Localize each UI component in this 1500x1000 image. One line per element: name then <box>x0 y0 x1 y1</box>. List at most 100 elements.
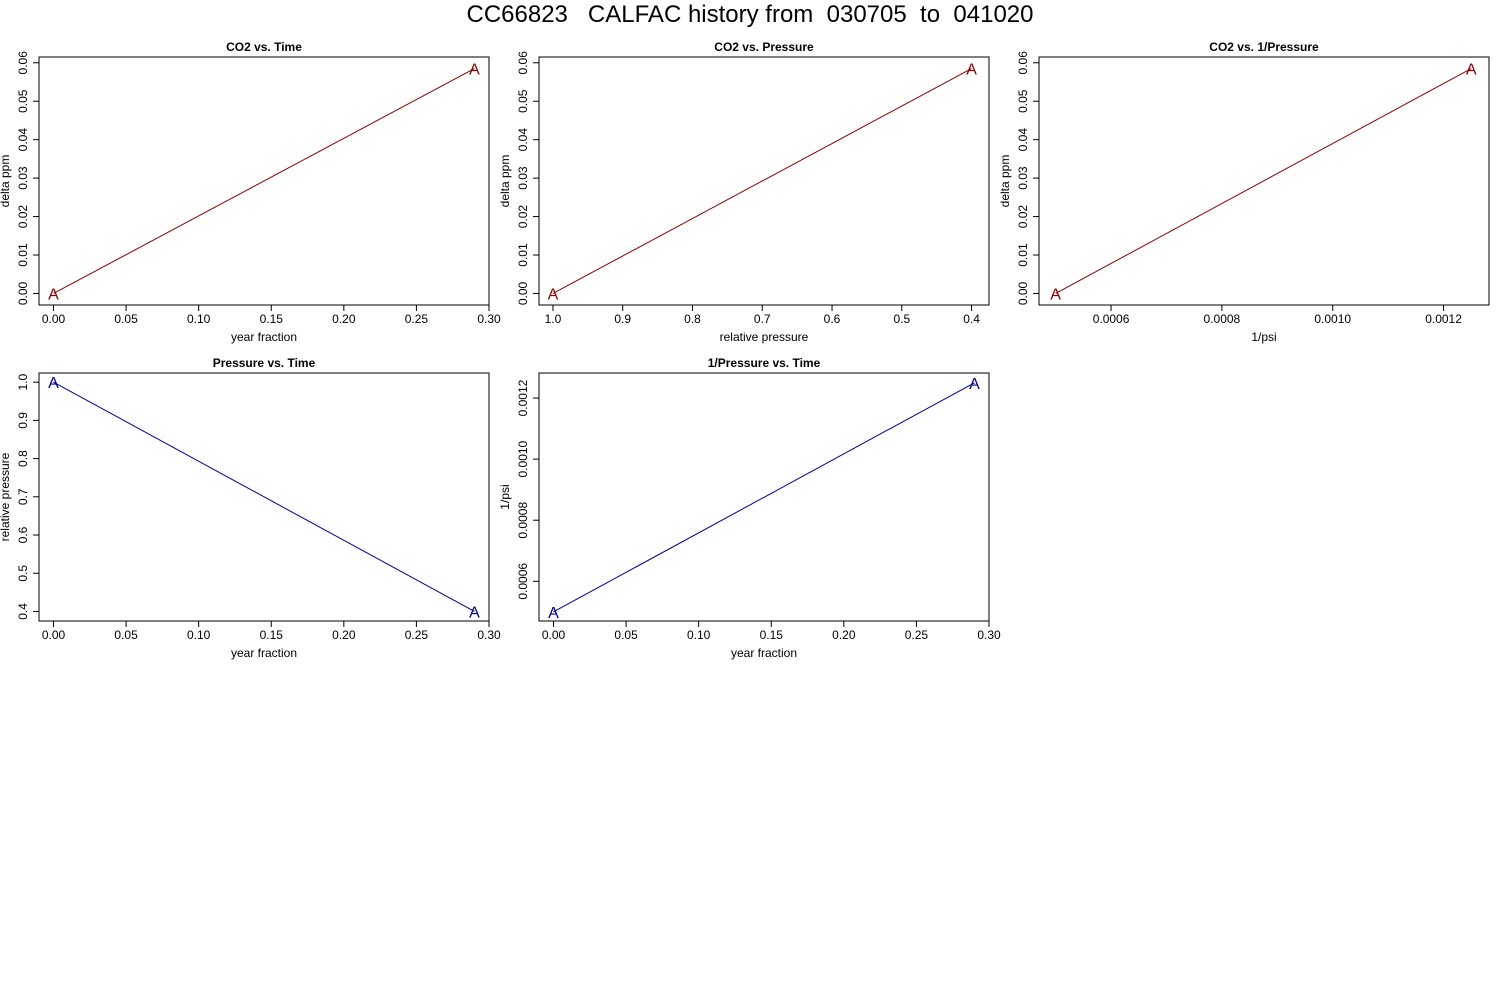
chart-panel-2: CO2 vs. Pressure 1.0 0.9 0.8 0.7 0.6 0.5 0.4 0.0… <box>498 40 990 344</box>
x-axis-label: relative pressure <box>720 330 809 344</box>
data-point-label: A <box>966 62 977 79</box>
x-tick-label: 0.00 <box>42 312 66 326</box>
y-axis-label: delta ppm <box>0 155 12 208</box>
y-tick-label: 1.0 <box>16 374 30 391</box>
x-tick-label: 0.05 <box>614 628 638 642</box>
plot-frame <box>538 372 990 622</box>
y-tick-label: 0.01 <box>1016 243 1030 267</box>
y-tick-label: 0.0010 <box>516 440 530 477</box>
y-axis-label: relative pressure <box>0 452 12 541</box>
x-tick-label: 0.05 <box>114 312 138 326</box>
y-tick-label: 0.02 <box>16 205 30 229</box>
series-line <box>53 381 475 612</box>
x-tick-label: 0.00 <box>42 628 66 642</box>
x-tick-label: 0.15 <box>260 312 284 326</box>
y-tick-label: 0.03 <box>516 166 530 190</box>
x-tick-label: 0.25 <box>405 628 429 642</box>
x-tick-label: 0.25 <box>905 628 929 642</box>
y-tick-label: 0.06 <box>16 51 30 75</box>
data-point-label: A <box>969 376 980 393</box>
y-tick-label: 0.01 <box>16 243 30 267</box>
plot-frame <box>538 56 990 306</box>
x-tick-label: 1.0 <box>545 312 562 326</box>
series-line <box>552 68 972 294</box>
x-tick-label: 0.5 <box>893 312 910 326</box>
x-tick-label: 0.30 <box>977 628 1001 642</box>
x-tick-label: 0.6 <box>824 312 841 326</box>
x-tick-label: 0.0008 <box>1204 312 1241 326</box>
series-line <box>1055 68 1472 294</box>
y-tick-label: 0.0008 <box>516 502 530 539</box>
x-tick-label: 0.8 <box>684 312 701 326</box>
series-line <box>553 382 975 613</box>
y-tick-label: 0.04 <box>516 128 530 152</box>
x-tick-label: 0.7 <box>754 312 771 326</box>
panel-title: Pressure vs. Time <box>213 356 316 370</box>
y-tick-label: 0.05 <box>16 89 30 113</box>
data-point-label: A <box>548 605 559 622</box>
data-point-label: A <box>48 375 59 392</box>
x-tick-label: 0.10 <box>187 628 211 642</box>
x-tick-label: 0.4 <box>963 312 980 326</box>
y-tick-label: 0.00 <box>16 281 30 305</box>
plot-frame <box>38 56 490 306</box>
y-axis-label: 1/psi <box>498 484 512 509</box>
data-point-label: A <box>1050 286 1061 303</box>
chart-panel-1: CO2 vs. Time 0.00 0.05 0.10 0.15 0.20 0.25 0.30… <box>0 40 501 344</box>
y-tick-label: 0.03 <box>1016 166 1030 190</box>
y-tick-label: 0.06 <box>516 51 530 75</box>
data-point-label: A <box>48 286 59 303</box>
y-tick-label: 0.05 <box>1016 89 1030 113</box>
y-tick-label: 0.7 <box>16 488 30 505</box>
panel-title: CO2 vs. Pressure <box>714 40 814 54</box>
plot-frame <box>1038 56 1490 306</box>
y-tick-label: 0.5 <box>16 565 30 582</box>
y-tick-label: 0.04 <box>1016 128 1030 152</box>
x-axis-label: year fraction <box>231 330 297 344</box>
y-tick-label: 0.02 <box>1016 205 1030 229</box>
x-tick-label: 0.9 <box>614 312 631 326</box>
y-tick-label: 0.8 <box>16 450 30 467</box>
x-tick-label: 0.00 <box>542 628 566 642</box>
y-tick-label: 0.06 <box>1016 51 1030 75</box>
series-line <box>53 68 475 294</box>
data-point-label: A <box>469 62 480 79</box>
x-tick-label: 0.20 <box>832 628 856 642</box>
y-tick-label: 0.04 <box>16 128 30 152</box>
x-axis-label: 1/psi <box>1251 330 1276 344</box>
x-tick-label: 0.30 <box>477 628 501 642</box>
x-tick-label: 0.30 <box>477 312 501 326</box>
y-tick-label: 0.4 <box>16 603 30 620</box>
y-tick-label: 0.01 <box>516 243 530 267</box>
data-point-label: A <box>469 604 480 621</box>
x-tick-label: 0.0010 <box>1314 312 1351 326</box>
data-point-label: A <box>1466 62 1477 79</box>
x-tick-label: 0.20 <box>332 312 356 326</box>
y-tick-label: 0.0012 <box>516 379 530 416</box>
x-axis-label: year fraction <box>231 646 297 660</box>
x-tick-label: 0.10 <box>687 628 711 642</box>
y-tick-label: 0.03 <box>16 166 30 190</box>
chart-panel-5: 1/Pressure vs. Time 0.00 0.05 0.10 0.15 0.20 0… <box>498 356 1001 660</box>
chart-panel-4: Pressure vs. Time 0.00 0.05 0.10 0.15 0.20 0.2… <box>0 356 501 660</box>
x-tick-label: 0.15 <box>760 628 784 642</box>
x-tick-label: 0.25 <box>405 312 429 326</box>
y-tick-label: 0.00 <box>1016 281 1030 305</box>
x-tick-label: 0.10 <box>187 312 211 326</box>
panel-title: CO2 vs. Time <box>226 40 302 54</box>
y-axis-label: delta ppm <box>498 155 512 208</box>
y-tick-label: 0.6 <box>16 526 30 543</box>
y-tick-label: 0.02 <box>516 205 530 229</box>
y-tick-label: 0.9 <box>16 412 30 429</box>
y-tick-label: 0.00 <box>516 281 530 305</box>
x-tick-label: 0.0006 <box>1093 312 1130 326</box>
y-axis-label: delta ppm <box>998 155 1012 208</box>
x-axis-label: year fraction <box>731 646 797 660</box>
x-tick-label: 0.05 <box>114 628 138 642</box>
page-title: CC66823 CALFAC history from 030705 to 04… <box>466 1 1034 28</box>
panel-title: CO2 vs. 1/Pressure <box>1209 40 1319 54</box>
x-tick-label: 0.20 <box>332 628 356 642</box>
panel-title: 1/Pressure vs. Time <box>708 356 821 370</box>
y-tick-label: 0.0006 <box>516 563 530 600</box>
